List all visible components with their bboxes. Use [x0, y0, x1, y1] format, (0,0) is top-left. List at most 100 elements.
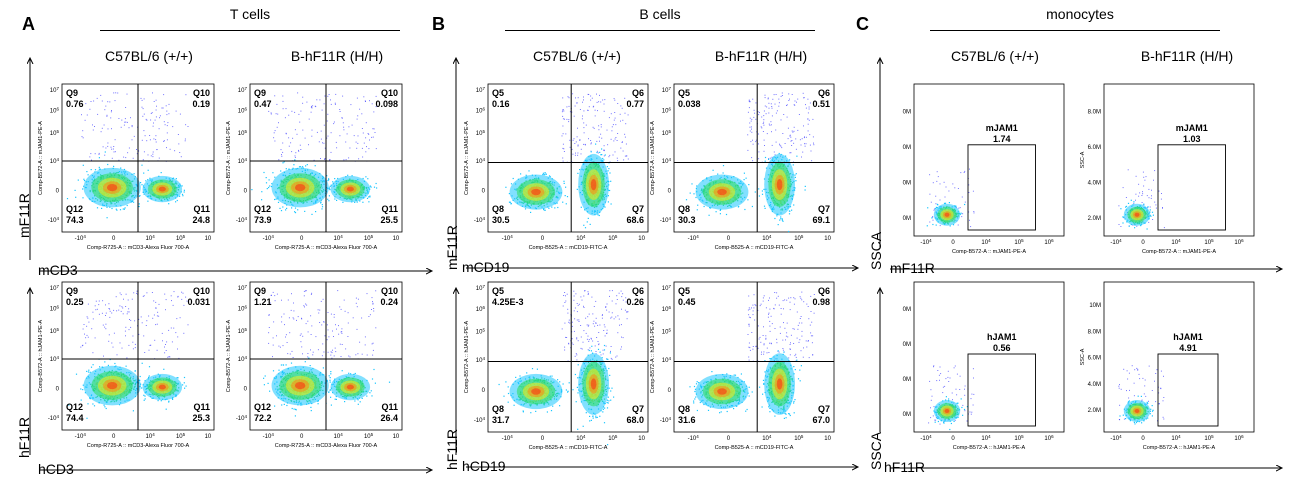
x-tick-label: 106 — [1234, 434, 1244, 442]
x-tick-label: 0 — [727, 236, 731, 242]
axis-label-c-top-y: SSCA — [868, 231, 884, 270]
x-axis-label: Comp-B572-A :: mJAM1-PE-A — [1142, 249, 1216, 255]
x-tick-label: 105 — [608, 434, 618, 442]
x-tick-label: 10 — [638, 436, 645, 442]
x-tick-label: -104 — [75, 432, 87, 440]
x-tick-label: 104 — [576, 234, 586, 242]
plot-events — [68, 290, 189, 419]
x-tick-label: 0 — [1141, 436, 1145, 442]
y-tick-label: 0 — [244, 387, 248, 393]
section-rule-a — [100, 30, 400, 31]
col-title-b-wt: C57BL/6 (+/+) — [533, 48, 621, 64]
quadrant-name: Q10 — [381, 286, 398, 296]
flow-plot-b-5: Q5 0.038 Q6 0.51 Q7 69.1 Q8 30.3 -104 0 104 105 10 10… — [648, 80, 844, 258]
y-tick-label: 107 — [662, 86, 672, 94]
y-tick-label: 0 — [668, 189, 672, 195]
x-tick-label: -104 — [920, 434, 932, 442]
section-rule-b — [505, 30, 815, 31]
y-tick-label: 105 — [50, 327, 60, 335]
y-tick-label: 0M — [903, 216, 911, 222]
y-axis-label: Comp-B572-A :: mJAM1-PE-A — [226, 121, 232, 195]
gate-name: hJAM1 — [1173, 332, 1203, 342]
y-tick-label: 0M — [903, 109, 911, 115]
x-tick-label: 104 — [981, 434, 991, 442]
x-tick-label: 105 — [176, 234, 186, 242]
section-rule-c — [930, 30, 1220, 31]
x-tick-label: 10 — [205, 236, 212, 242]
gate-box — [1157, 353, 1219, 427]
quadrant-value: 31.6 — [678, 415, 696, 425]
flow-plot-c-10: hJAM1 0.56 0M 0M 0M 0M -104 0 104 105 106 Comp-B572… — [888, 278, 1074, 458]
x-tick-label: -104 — [688, 434, 700, 442]
axis-label-a-top-y: mF11R — [16, 193, 32, 238]
quadrant-name: Q8 — [492, 404, 504, 414]
quadrant-name: Q10 — [193, 88, 210, 98]
y-tick-label: 0M — [903, 180, 911, 186]
flow-plot-c-11: hJAM1 4.91 10M 8.0M 6.0M 4.0M 2.0M -104 0 104 105 1… — [1078, 278, 1264, 458]
y-tick-label: 2.0M — [1088, 216, 1101, 222]
plot-frame — [673, 281, 835, 433]
x-tick-label: 0 — [300, 434, 304, 440]
x-tick-label: -104 — [1110, 434, 1122, 442]
x-tick-label: 104 — [762, 434, 772, 442]
y-axis-label: Comp-B572-A :: mJAM1-PE-A — [650, 121, 656, 195]
y-tick-label: -104 — [48, 216, 60, 224]
quadrant-value: 68.0 — [626, 415, 644, 425]
plot-events — [926, 168, 975, 228]
x-tick-label: 0 — [1141, 240, 1145, 246]
plot-events — [263, 290, 391, 417]
gate-value: 1.03 — [1183, 134, 1201, 144]
x-tick-label: 104 — [146, 234, 156, 242]
quadrant-name: Q5 — [678, 88, 690, 98]
gate-box — [967, 144, 1036, 231]
quadrant-value: 25.3 — [192, 413, 210, 423]
y-tick-label: 0 — [668, 388, 672, 394]
x-tick-label: 0 — [541, 236, 545, 242]
quadrant-name: Q5 — [492, 88, 504, 98]
plot-events — [928, 365, 975, 431]
quadrant-name: Q12 — [66, 402, 83, 412]
y-tick-label: 105 — [238, 129, 248, 137]
y-tick-label: 107 — [476, 86, 486, 94]
quadrant-value: 72.2 — [254, 413, 272, 423]
x-tick-label: 104 — [1171, 238, 1181, 246]
y-axis-label: SSC-A — [1080, 151, 1086, 168]
y-tick-label: 8.0M — [1088, 329, 1101, 335]
flow-plot-b-4: Q5 0.16 Q6 0.77 Q7 68.6 Q8 30.5 -104 0 104 105 10 107… — [462, 80, 658, 258]
quadrant-name: Q6 — [632, 286, 644, 296]
quadrant-value: 74.4 — [66, 413, 84, 423]
y-tick-label: 106 — [662, 107, 672, 115]
quadrant-name: Q11 — [193, 402, 210, 412]
x-axis-label: Comp-B525-A :: mCD19-FITC-A — [715, 245, 794, 251]
y-tick-label: 107 — [238, 86, 248, 94]
y-tick-label: 0M — [903, 377, 911, 383]
quadrant-value: 31.7 — [492, 415, 510, 425]
plot-frame — [487, 281, 649, 433]
gate-value: 0.56 — [993, 343, 1011, 353]
flow-plot-c-9: mJAM1 1.03 8.0M 6.0M 4.0M 2.0M -104 0 104 105 106 C… — [1078, 80, 1264, 262]
x-tick-label: 104 — [334, 432, 344, 440]
axis-label-b-bot-y: hF11R — [444, 429, 460, 470]
x-axis-label: Comp-R725-A :: mCD3-Alexa Fluor 700-A — [87, 443, 190, 449]
gate-box — [967, 353, 1036, 427]
quadrant-value: 0.25 — [66, 297, 84, 307]
plot-events — [1118, 365, 1165, 425]
y-tick-label: 104 — [662, 157, 672, 165]
quadrant-value: 0.47 — [254, 99, 272, 109]
gate-name: hJAM1 — [987, 332, 1017, 342]
y-tick-label: 105 — [50, 129, 60, 137]
y-tick-label: 107 — [50, 284, 60, 292]
y-tick-label: 0 — [244, 189, 248, 195]
y-tick-label: 0 — [482, 189, 486, 195]
x-tick-label: 105 — [608, 234, 618, 242]
y-tick-label: 104 — [50, 157, 60, 165]
x-axis-label: Comp-R725-A :: mCD3-Alexa Fluor 700-A — [275, 245, 378, 251]
y-tick-label: 104 — [476, 356, 486, 364]
y-tick-label: 104 — [662, 356, 672, 364]
y-tick-label: -104 — [236, 216, 248, 224]
panel-letter-c: C — [856, 14, 869, 34]
quadrant-value: 25.5 — [380, 215, 398, 225]
quadrant-name: Q10 — [193, 286, 210, 296]
y-tick-label: 8.0M — [1088, 109, 1101, 115]
